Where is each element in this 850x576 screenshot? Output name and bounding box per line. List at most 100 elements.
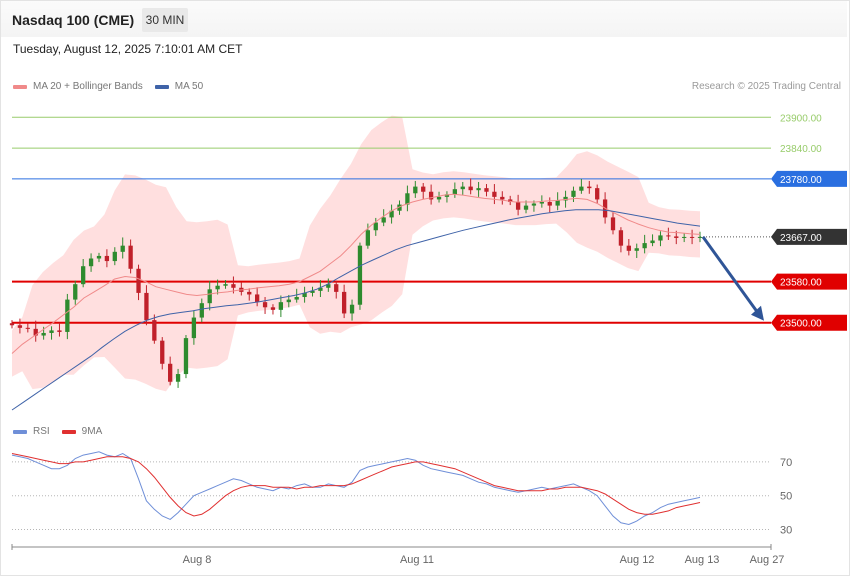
candle: [247, 288, 252, 301]
candle-body: [587, 186, 592, 189]
candle-body: [689, 236, 695, 238]
candle: [666, 227, 671, 241]
candle: [302, 286, 307, 303]
candle: [357, 242, 363, 310]
candle-body: [642, 243, 647, 249]
candle-body: [207, 289, 212, 304]
candle-body: [88, 258, 94, 267]
candle-body: [492, 191, 497, 197]
candle-body: [468, 186, 473, 191]
candle-body: [666, 235, 671, 237]
candle-body: [508, 199, 513, 203]
candle: [334, 280, 339, 299]
candle-body: [523, 205, 529, 210]
candle-body: [381, 217, 386, 223]
candle-body: [25, 327, 30, 329]
candle-body: [120, 245, 125, 252]
candle: [318, 280, 323, 298]
level-label-23840.00: 23840.00: [780, 144, 822, 155]
candle-body: [389, 210, 394, 218]
candle: [389, 204, 394, 224]
candle: [160, 337, 165, 370]
candle: [381, 209, 386, 227]
candle-body: [428, 191, 434, 200]
instrument-title: Nasdaq 100 (CME): [12, 12, 135, 28]
candle-body: [610, 217, 616, 231]
level-label-23500.00: 23500.00: [771, 314, 847, 331]
candle-body: [444, 194, 450, 197]
x-tick-label: Aug 27: [750, 554, 785, 566]
candle-body: [318, 287, 323, 291]
price-legend: MA 20 + Bollinger Bands MA 50: [13, 81, 215, 92]
candle-body: [595, 188, 600, 200]
candle-body: [547, 202, 552, 206]
candle: [262, 297, 268, 314]
candle: [349, 299, 355, 321]
candle: [571, 186, 576, 203]
candle: [207, 281, 212, 311]
candle: [689, 229, 695, 245]
candle: [17, 318, 23, 334]
candle: [112, 247, 117, 266]
candle-body: [452, 189, 458, 195]
research-credit: Research © 2025 Trading Central: [691, 81, 841, 92]
candle: [9, 320, 15, 329]
candle-body: [405, 193, 410, 205]
x-tick-label: Aug 13: [685, 554, 720, 566]
candle-body: [413, 186, 418, 194]
legend-ma50: MA 50: [154, 81, 204, 92]
candle: [515, 194, 521, 216]
candle: [326, 278, 331, 292]
candle: [168, 356, 173, 386]
candle: [436, 191, 442, 203]
candle-body: [286, 299, 291, 303]
legend-ma50-label: MA 50: [174, 81, 204, 92]
candle-body: [658, 235, 663, 241]
candle: [136, 264, 141, 301]
candle-body: [175, 374, 181, 382]
candle-body: [247, 291, 252, 295]
candle-body: [9, 323, 15, 326]
candle-body: [634, 248, 639, 251]
candle: [610, 212, 616, 235]
candle: [278, 295, 284, 318]
candle-body: [49, 330, 54, 333]
x-tick-label: Aug 11: [400, 554, 434, 566]
candle: [452, 182, 458, 198]
timeframe-badge[interactable]: 30 MIN: [142, 8, 188, 32]
candle: [270, 304, 276, 315]
candle: [595, 184, 600, 204]
ma20-swatch: [13, 84, 27, 89]
level-badge: [771, 228, 847, 245]
level-badge: [771, 170, 847, 187]
ma20-line: [11, 193, 701, 354]
level-value: 23580.00: [780, 278, 822, 289]
forecast-arrow-shaft: [701, 236, 762, 317]
candle: [476, 181, 481, 197]
level-label-23780.00: 23780.00: [771, 170, 847, 187]
ma9-swatch: [61, 429, 76, 434]
candle: [294, 288, 299, 303]
candle-body: [500, 196, 505, 200]
legend-9ma: 9MA: [61, 426, 102, 437]
candle: [310, 286, 315, 297]
candle: [120, 237, 125, 259]
candle-body: [191, 317, 197, 339]
candle: [88, 253, 94, 272]
candle-body: [17, 325, 23, 328]
candle-body: [618, 230, 624, 246]
candle-body: [215, 285, 220, 290]
candle: [460, 181, 465, 196]
candle-body: [682, 236, 687, 238]
candle-body: [326, 284, 331, 288]
candle-body: [310, 290, 315, 293]
candle-body: [484, 188, 489, 192]
candle: [555, 192, 560, 211]
candle: [682, 233, 687, 243]
candle: [341, 284, 347, 319]
legend-ma20-label: MA 20 + Bollinger Bands: [33, 81, 143, 92]
candle-body: [365, 230, 371, 246]
candle: [547, 197, 552, 213]
candle: [626, 238, 631, 256]
